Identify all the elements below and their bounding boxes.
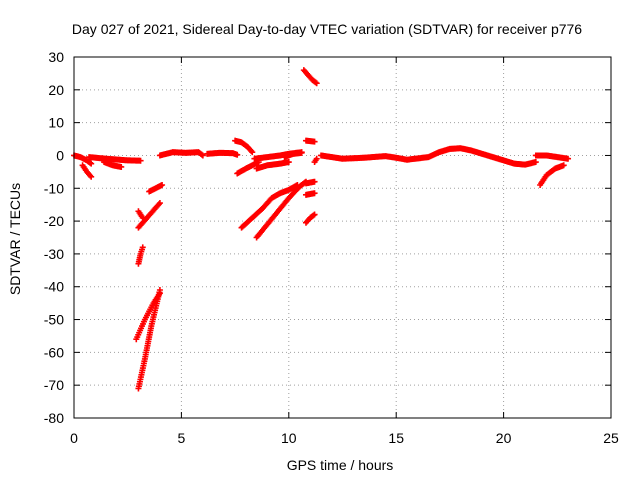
y-tick-label: -10 xyxy=(44,180,64,196)
data-point xyxy=(118,163,125,170)
data-point xyxy=(234,151,241,158)
data-point xyxy=(249,149,256,156)
grid-lines xyxy=(74,57,611,418)
data-point xyxy=(310,212,317,219)
data-point xyxy=(88,173,95,180)
y-tick-label: -50 xyxy=(44,312,64,328)
y-axis-label: SDTVAR / TECUs xyxy=(7,183,23,295)
data-point xyxy=(159,181,166,188)
y-tick-label: 0 xyxy=(56,147,64,163)
x-tick-label: 15 xyxy=(388,430,404,446)
x-tick-label: 10 xyxy=(281,430,297,446)
axis-ticks xyxy=(73,56,612,419)
tick-labels: 0 5 10 15 20 25 -80 -70 -60 -50 -40 -30 -20 -10 0 10 20 3… xyxy=(44,49,619,446)
y-tick-label: -80 xyxy=(44,410,64,426)
data-point xyxy=(312,79,319,86)
x-tick-label: 20 xyxy=(496,430,512,446)
data-point xyxy=(87,159,94,166)
data-point xyxy=(156,200,163,207)
x-tick-label: 0 xyxy=(70,430,78,446)
data-point xyxy=(137,157,144,164)
x-tick-label: 5 xyxy=(178,430,186,446)
data-point xyxy=(311,211,318,218)
data-point xyxy=(313,155,320,162)
y-tick-label: -70 xyxy=(44,377,64,393)
data-point xyxy=(313,80,320,87)
data-point xyxy=(298,149,305,156)
data-point xyxy=(532,159,539,166)
chart-title: Day 027 of 2021, Sidereal Day-to-day VTE… xyxy=(72,21,582,37)
data-point xyxy=(565,155,572,162)
y-tick-label: -30 xyxy=(44,246,64,262)
y-tick-label: 20 xyxy=(48,82,64,98)
y-tick-label: -20 xyxy=(44,213,64,229)
data-point xyxy=(560,162,567,169)
data-point xyxy=(156,287,163,294)
x-axis-label: GPS time / hours xyxy=(287,457,394,473)
data-point xyxy=(311,138,318,145)
y-tick-label: -60 xyxy=(44,344,64,360)
data-point xyxy=(311,190,318,197)
data-point xyxy=(285,159,292,166)
plot-frame xyxy=(73,56,612,419)
x-tick-label: 25 xyxy=(603,430,619,446)
data-points xyxy=(71,67,572,392)
data-point xyxy=(199,152,206,159)
data-point xyxy=(139,244,146,251)
y-tick-label: 10 xyxy=(48,115,64,131)
data-point xyxy=(88,160,95,167)
data-point xyxy=(311,178,318,185)
y-tick-label: -40 xyxy=(44,279,64,295)
y-tick-label: 30 xyxy=(48,49,64,65)
data-point xyxy=(198,151,205,158)
